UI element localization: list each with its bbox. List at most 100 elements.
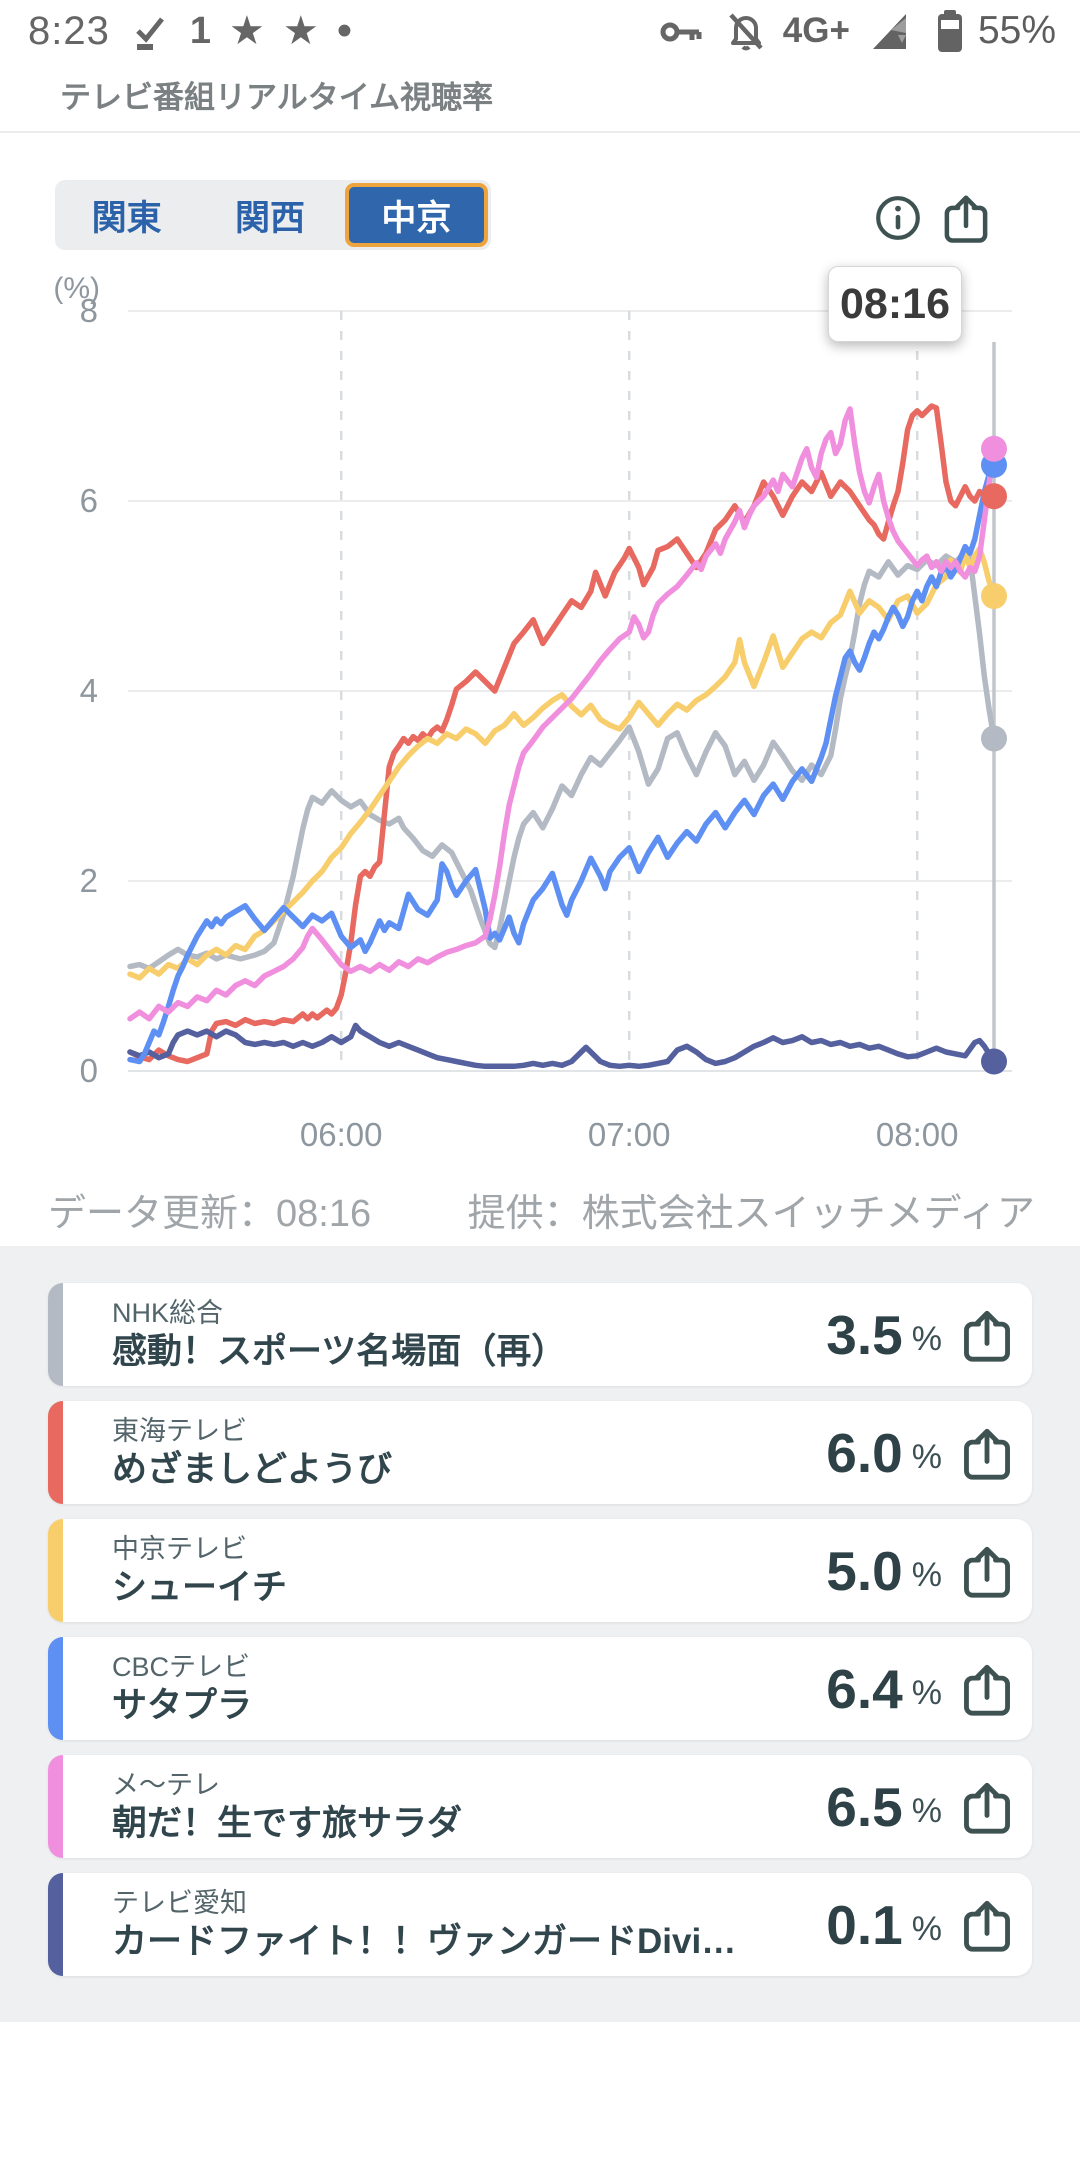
data-provider-label: 提供：株式会社スイッチメディア bbox=[467, 1193, 1035, 1235]
rating-unit: % bbox=[911, 1320, 942, 1358]
channel-list: NHK総合 感動！スポーツ名場面（再） 3.5% 東海テレビ めざましどようび 6.0%… bbox=[0, 1246, 1080, 2022]
one-notification-icon: 1 bbox=[189, 9, 211, 52]
series-end-dot-テレビ愛知 bbox=[981, 1048, 1007, 1075]
rating-value: 5.0 bbox=[826, 1539, 903, 1602]
navigation-bar bbox=[0, 2022, 1080, 2160]
channel-card-5[interactable]: テレビ愛知 カードファイト！！ヴァンガードDivinez… 0.1% bbox=[48, 1873, 1032, 1976]
signal-icon bbox=[868, 9, 912, 53]
share-program-button[interactable] bbox=[958, 1424, 1016, 1482]
info-button[interactable] bbox=[872, 192, 924, 244]
channel-info: 中京テレビ シューイチ bbox=[112, 1532, 287, 1610]
rating-value-group: 3.5% bbox=[826, 1303, 1016, 1367]
channel-color-bar bbox=[48, 1519, 63, 1622]
share-program-button[interactable] bbox=[958, 1778, 1016, 1836]
x-tick-label: 08:00 bbox=[876, 1116, 959, 1153]
channel-color-bar bbox=[48, 1873, 63, 1976]
y-tick-label: 0 bbox=[80, 1052, 98, 1089]
channel-name: CBCテレビ bbox=[112, 1651, 251, 1682]
channel-card-2[interactable]: 中京テレビ シューイチ 5.0% bbox=[48, 1519, 1032, 1622]
share-program-button[interactable] bbox=[958, 1660, 1016, 1718]
rating-unit: % bbox=[911, 1556, 942, 1594]
share-button[interactable] bbox=[938, 190, 994, 246]
ratings-line-chart[interactable]: 0 2 4 6 8(%) 06:00 07:00 08:00 bbox=[0, 250, 1080, 1250]
share-program-button[interactable] bbox=[958, 1896, 1016, 1954]
header-divider bbox=[0, 131, 1080, 133]
rating-unit: % bbox=[911, 1438, 942, 1476]
rating-value-group: 6.0% bbox=[826, 1421, 1016, 1485]
program-title: 感動！スポーツ名場面（再） bbox=[112, 1331, 567, 1371]
series-end-dot-東海テレビ bbox=[981, 483, 1007, 510]
channel-info: CBCテレビ サタプラ bbox=[112, 1650, 252, 1728]
channel-color-bar bbox=[48, 1637, 63, 1740]
program-title: サタプラ bbox=[112, 1685, 253, 1725]
series-line-東海テレビ bbox=[127, 403, 997, 1065]
region-tab-1[interactable]: 関西 bbox=[234, 198, 305, 238]
series-line-メ〜テレ bbox=[127, 406, 997, 1022]
y-axis-unit-label: (%) bbox=[53, 272, 100, 305]
rating-value: 6.0 bbox=[826, 1421, 903, 1484]
series-end-dot-メ〜テレ bbox=[981, 435, 1007, 462]
channel-color-bar bbox=[48, 1283, 63, 1386]
channel-info: 東海テレビ めざましどようび bbox=[112, 1414, 392, 1492]
tooltip-time: 08:16 bbox=[840, 279, 950, 328]
rating-value: 3.5 bbox=[826, 1303, 903, 1366]
key-icon bbox=[659, 8, 705, 54]
region-tab-0[interactable]: 関東 bbox=[91, 198, 162, 238]
program-title: シューイチ bbox=[112, 1567, 288, 1607]
dot-icon: • bbox=[336, 6, 353, 55]
status-time: 8:23 bbox=[28, 8, 110, 53]
channel-info: NHK総合 感動！スポーツ名場面（再） bbox=[112, 1296, 566, 1374]
program-title: めざましどようび bbox=[112, 1449, 393, 1489]
rating-value-group: 6.5% bbox=[826, 1775, 1016, 1839]
battery-icon bbox=[930, 6, 970, 56]
series-line-CBCテレビ bbox=[127, 462, 997, 1065]
channel-color-bar bbox=[48, 1401, 63, 1504]
x-tick-label: 07:00 bbox=[588, 1116, 671, 1153]
rating-unit: % bbox=[911, 1910, 942, 1948]
rating-value: 6.5 bbox=[826, 1775, 903, 1838]
chart-cursor-tooltip: 08:16 bbox=[828, 266, 962, 342]
y-tick-label: 6 bbox=[80, 482, 98, 519]
channel-name: 東海テレビ bbox=[112, 1415, 247, 1446]
share-program-button[interactable] bbox=[958, 1542, 1016, 1600]
rating-value-group: 6.4% bbox=[826, 1657, 1016, 1721]
channel-color-bar bbox=[48, 1755, 63, 1858]
series-end-dot-中京テレビ bbox=[981, 583, 1007, 609]
series-line-テレビ愛知 bbox=[127, 1022, 997, 1070]
star-icon: ★ bbox=[282, 9, 319, 53]
channel-card-0[interactable]: NHK総合 感動！スポーツ名場面（再） 3.5% bbox=[48, 1283, 1032, 1386]
region-tab-bar: 関東 関西 中京 bbox=[55, 180, 491, 250]
rating-value: 0.1 bbox=[826, 1893, 903, 1956]
battery-percent: 55% bbox=[977, 9, 1056, 52]
star-icon: ★ bbox=[229, 9, 265, 53]
notifications-off-icon bbox=[723, 8, 769, 54]
y-tick-label: 4 bbox=[80, 672, 98, 709]
channel-name: 中京テレビ bbox=[112, 1533, 247, 1564]
channel-name: メ〜テレ bbox=[112, 1769, 220, 1800]
program-title: 朝だ！生です旅サラダ bbox=[112, 1803, 463, 1843]
channel-card-1[interactable]: 東海テレビ めざましどようび 6.0% bbox=[48, 1401, 1032, 1504]
y-tick-label: 2 bbox=[80, 862, 98, 899]
channel-card-3[interactable]: CBCテレビ サタプラ 6.4% bbox=[48, 1637, 1032, 1740]
share-program-button[interactable] bbox=[958, 1306, 1016, 1364]
series-end-dot-NHK総合 bbox=[981, 725, 1007, 752]
channel-card-4[interactable]: メ〜テレ 朝だ！生です旅サラダ 6.5% bbox=[48, 1755, 1032, 1858]
y-tick-label: 8 bbox=[80, 292, 98, 329]
rating-value-group: 5.0% bbox=[826, 1539, 1016, 1603]
channel-name: NHK総合 bbox=[112, 1297, 224, 1328]
program-title: カードファイト！！ヴァンガードDivinez… bbox=[112, 1921, 752, 1961]
rating-value: 6.4 bbox=[826, 1657, 903, 1720]
channel-info: メ〜テレ 朝だ！生です旅サラダ bbox=[112, 1768, 462, 1846]
series-line-NHK総合 bbox=[127, 549, 997, 972]
x-tick-label: 06:00 bbox=[300, 1116, 383, 1153]
rating-unit: % bbox=[911, 1674, 942, 1712]
rating-value-group: 0.1% bbox=[826, 1893, 1016, 1957]
region-tab-2[interactable]: 中京 bbox=[344, 183, 488, 247]
network-type: 4G+ bbox=[782, 11, 850, 50]
status-bar: 8:23 1 ★ ★ • 4G+ 55% bbox=[0, 0, 1080, 62]
check-underline-icon bbox=[128, 9, 172, 53]
channel-name: テレビ愛知 bbox=[112, 1887, 247, 1918]
data-updated-label: データ更新：08:16 bbox=[48, 1193, 372, 1235]
rating-unit: % bbox=[911, 1792, 942, 1830]
